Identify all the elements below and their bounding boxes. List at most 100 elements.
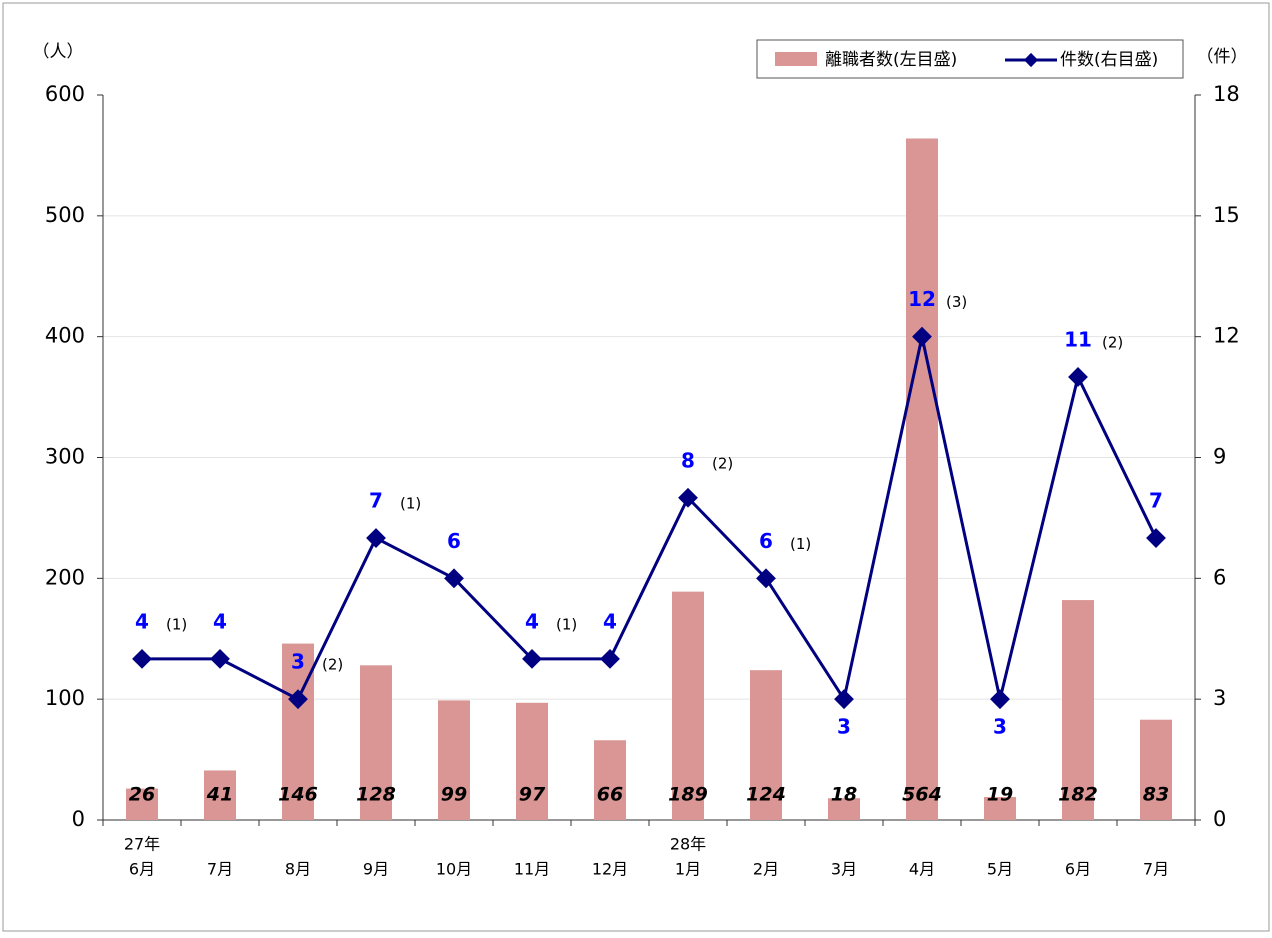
x-tick-label: 10月 [436,860,472,879]
line-value-label: 6 [759,529,773,553]
line-value-label: 7 [369,489,383,513]
line-note: (2) [1102,333,1123,351]
line-value-label: 3 [291,650,305,674]
x-tick-label: 8月 [285,860,311,879]
line-note: (1) [400,495,421,513]
y2-tick-label: 12 [1213,324,1240,348]
line-marker [678,487,698,508]
bar-value-label: 83 [1143,784,1169,806]
line-marker [834,689,854,710]
legend-marker [1023,52,1039,68]
bar [204,770,236,820]
line-value-label: 7 [1149,489,1163,513]
y-tick-label: 100 [45,686,85,710]
x-tick-label: 12月 [592,860,628,879]
bar [672,591,704,820]
legend-swatch [775,52,817,66]
bar [282,643,314,820]
line-marker [912,326,932,347]
line-marker [522,648,542,669]
bar [516,702,548,820]
line-marker [1068,367,1088,387]
line-value-label: 6 [447,529,461,553]
y-axis-title: （人） [33,42,84,62]
y-tick-label: 400 [45,324,85,348]
line [142,336,1158,704]
bar-value-label: 146 [278,784,318,806]
bar-value-label: 97 [519,784,546,806]
line-marker [444,568,464,589]
x-tick-label: 5月 [987,860,1013,879]
x-tick-label: 3月 [831,860,857,879]
line-marker [1146,528,1166,548]
y-tick-label: 300 [45,445,85,469]
legend [756,39,1184,79]
legend-label: 件数(右目盛) [1060,50,1158,70]
year-label: 27年 [124,835,160,854]
bar [1140,719,1172,820]
line-note: (1) [166,615,187,633]
bar [750,670,782,820]
bar-value-label: 128 [356,784,396,806]
line-value-label: 4 [603,609,617,633]
y2-tick-label: 9 [1213,445,1226,469]
line-marker [756,568,776,589]
line-value-label: 4 [213,609,227,633]
bar-value-label: 182 [1058,784,1098,806]
bar-value-label: 124 [746,784,786,806]
line-marker [990,689,1010,710]
bar-value-label: 18 [831,784,857,806]
bar [126,788,158,820]
line-marker [288,689,308,710]
bar-value-label: 41 [206,784,233,806]
y-tick-label: 0 [72,807,85,831]
bar [1062,600,1094,820]
bar [438,700,470,820]
line-value-label: 3 [993,715,1007,739]
y2-axis-title: （件） [1197,47,1248,67]
bar-value-label: 66 [597,784,623,806]
bar [828,798,860,820]
line-marker [366,528,386,548]
legend-label: 離職者数(左目盛) [825,50,957,70]
line-note: (2) [322,656,343,674]
y-tick-label: 200 [45,565,85,589]
line-marker [600,648,620,669]
bar [594,740,626,820]
y2-tick-label: 0 [1213,807,1226,831]
line-note: (2) [712,454,733,472]
y-tick-label: 600 [45,82,85,106]
x-tick-label: 6月 [129,860,155,879]
line-value-label: 4 [135,609,149,633]
line-value-label: 8 [681,448,695,472]
line-note: (3) [946,293,967,311]
bar-value-label: 189 [668,784,708,806]
line-value-label: 3 [837,715,851,739]
bar [360,665,392,820]
line-note: (1) [790,535,811,553]
y2-tick-label: 15 [1213,203,1240,227]
line-value-label: 12 [908,287,936,311]
x-tick-label: 1月 [675,860,701,879]
line-note: (1) [556,615,577,633]
x-tick-label: 7月 [1143,860,1169,879]
y-tick-label: 500 [45,203,85,227]
bar-value-label: 19 [987,784,1013,806]
x-tick-label: 6月 [1065,860,1091,879]
bar [984,797,1016,820]
line-value-label: 11 [1064,327,1092,351]
x-tick-label: 4月 [909,860,935,879]
year-label: 28年 [670,835,706,854]
x-tick-label: 2月 [753,860,779,879]
bar [906,138,938,820]
y2-tick-label: 6 [1213,565,1226,589]
y2-tick-label: 3 [1213,686,1226,710]
bar-value-label: 26 [129,784,155,806]
x-tick-label: 7月 [207,860,233,879]
bar-value-label: 99 [441,784,467,806]
bar-value-label: 564 [902,784,942,806]
line-value-label: 4 [525,609,539,633]
x-tick-label: 9月 [363,860,389,879]
